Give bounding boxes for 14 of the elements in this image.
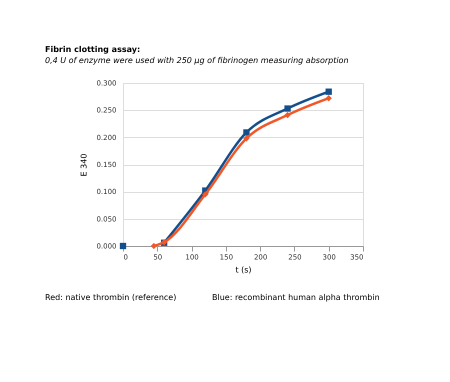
point	[284, 112, 291, 118]
x-axis-title: t (s)	[235, 266, 252, 274]
chart-title: Fibrin clotting assay:	[45, 45, 140, 54]
point	[326, 88, 332, 95]
point	[150, 242, 158, 250]
text: Blue: recombinant human alpha thrombin	[212, 293, 380, 302]
point	[202, 191, 208, 198]
point	[120, 242, 126, 250]
point	[243, 135, 250, 142]
y-axis-title: E 340	[79, 154, 88, 176]
text: Red: native thrombin (reference)	[45, 293, 176, 302]
chart-subtitle: 0,4 U of enzyme were used with 250 µg of fibrinogen measuring absorption	[45, 56, 349, 65]
point	[326, 95, 332, 102]
point	[284, 105, 291, 112]
